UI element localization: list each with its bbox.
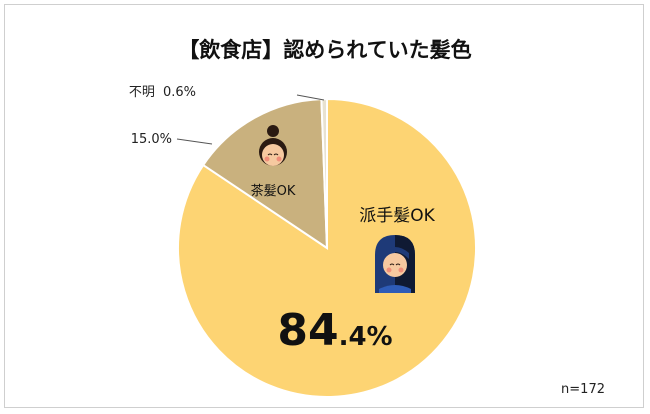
pie-chart: 【飲食店】認められていた髪色 不明 0.6% 15.0% 茶髪OK 派手髪OK … [129, 38, 605, 398]
chart-title: 【飲食店】認められていた髪色 [178, 38, 471, 62]
label-flashy-value-int: 84 [277, 305, 338, 356]
slices-group [177, 97, 477, 398]
leader-line-unknown [296, 94, 325, 101]
label-brown-value: 15.0% [131, 132, 172, 147]
label-flashy-value: 84.4% [277, 305, 392, 356]
sample-size-note: n=172 [561, 382, 605, 397]
bicolor-hair-person-icon [375, 235, 415, 293]
label-flashy-value-frac: .4% [339, 322, 393, 352]
label-flashy-name: 派手髪OK [359, 206, 435, 226]
label-unknown-name: 不明 [129, 85, 155, 100]
chart-frame: 【飲食店】認められていた髪色 不明 0.6% 15.0% 茶髪OK 派手髪OK … [4, 4, 644, 408]
bun-hair-woman-icon [259, 125, 287, 166]
leader-line-brown [176, 138, 213, 145]
label-brown-name: 茶髪OK [251, 183, 296, 199]
label-unknown-value: 0.6% [163, 85, 196, 100]
label-unknown: 不明 0.6% [129, 85, 196, 100]
slice-brown-hair [201, 98, 329, 250]
